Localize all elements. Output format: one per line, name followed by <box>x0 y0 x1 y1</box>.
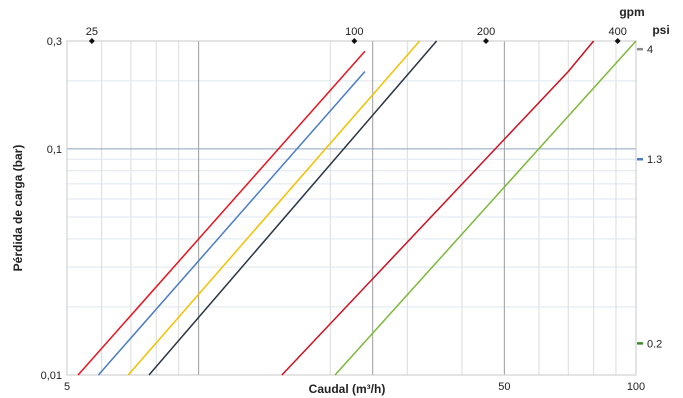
x-tick-label: 5 <box>64 381 70 393</box>
right-axis-ticks: 4 1.3 0.2 <box>637 44 662 350</box>
top-tick-marker <box>483 38 490 44</box>
top-tick-label: 25 <box>86 26 98 38</box>
series-line-5 <box>281 40 595 376</box>
y-tick-label: 0,01 <box>41 370 62 382</box>
x-tick-label: 100 <box>627 381 645 393</box>
minor-gridlines <box>67 41 636 375</box>
right-axis-unit-label: psi <box>652 23 669 37</box>
x-axis-title: Caudal (m³/h) <box>309 382 386 396</box>
right-tick-label: 0.2 <box>647 338 662 350</box>
y-axis-ticks: 0,01 0,1 0,3 <box>41 36 62 382</box>
right-tick-label: 1.3 <box>647 154 662 166</box>
top-axis-ticks: 25 100 200 400 <box>86 26 627 44</box>
series-line-1 <box>77 50 366 376</box>
top-tick-marker <box>88 38 95 44</box>
series-line-6 <box>334 40 637 376</box>
series-line-3 <box>127 40 421 376</box>
top-tick-marker <box>614 38 621 44</box>
right-tick-label: 4 <box>647 44 653 56</box>
top-tick-label: 100 <box>345 26 363 38</box>
y-tick-label: 0,1 <box>47 144 62 156</box>
top-tick-label: 200 <box>477 26 495 38</box>
top-tick-marker <box>351 38 358 44</box>
series-line-2 <box>97 71 366 376</box>
series-line-4 <box>148 40 438 376</box>
top-axis-unit-label: gpm <box>619 5 644 19</box>
series-layer <box>77 40 637 376</box>
top-tick-label: 400 <box>608 26 626 38</box>
y-tick-label: 0,3 <box>47 36 62 48</box>
x-axis-ticks: 5 50 100 <box>64 381 645 393</box>
x-tick-label: 50 <box>498 381 510 393</box>
y-axis-title: Pérdida de carga (bar) <box>11 145 25 272</box>
